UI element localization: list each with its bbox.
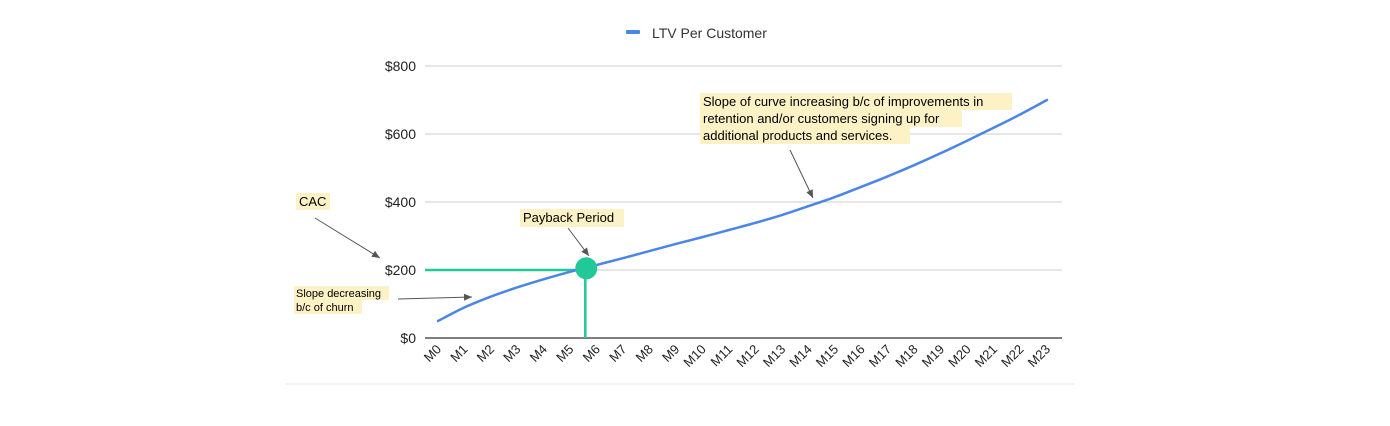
annotation-slope-decreasing-bg-1 xyxy=(294,286,389,300)
x-tick-label: M10 xyxy=(680,342,708,370)
x-tick-label: M16 xyxy=(839,342,867,370)
x-tick-label: M0 xyxy=(421,342,444,365)
x-tick-label: M2 xyxy=(474,342,497,365)
x-tick-label: M6 xyxy=(580,342,603,365)
arrow-slope-decreasing-head xyxy=(463,293,472,301)
x-axis-ticks: M0 M1 M2 M3 M4 M5 M6 M7 M8 M9M10M11M12M13M14M15M1… xyxy=(421,342,1053,370)
annotation-slope-decreasing-bg-2 xyxy=(294,300,362,314)
annotation-slope-decreasing-line-2: b/c of churn xyxy=(296,302,353,314)
x-tick-label: M15 xyxy=(813,342,841,370)
x-tick-label: M22 xyxy=(998,342,1026,370)
x-tick-label: M1 xyxy=(447,342,470,365)
annotation-payback-text: Payback Period xyxy=(523,210,614,225)
arrow-cac-line xyxy=(314,217,381,259)
x-tick-label: M23 xyxy=(1025,342,1053,370)
x-tick-label: M18 xyxy=(892,342,920,370)
annotation-cac-text: CAC xyxy=(299,194,326,209)
x-tick-label: M17 xyxy=(866,342,894,370)
y-tick-label: $400 xyxy=(385,194,416,210)
annotation-slope-decreasing: Slope decreasing b/c of churn xyxy=(294,286,389,314)
legend-label: LTV Per Customer xyxy=(652,25,767,41)
annotation-cac: CAC xyxy=(296,193,330,210)
annotation-slope-increasing-bg-3 xyxy=(700,127,910,144)
annotation-arrows xyxy=(314,149,814,301)
series-layer xyxy=(436,98,1049,323)
legend: LTV Per Customer xyxy=(626,25,767,41)
annotation-slope-increasing-line-2: retention and/or customers signing up fo… xyxy=(703,111,940,126)
arrow-payback-head xyxy=(581,247,589,256)
cac-markers xyxy=(425,268,587,338)
y-tick-label: $600 xyxy=(385,126,416,142)
annotation-payback-bg xyxy=(520,209,624,227)
x-tick-label: M7 xyxy=(606,342,629,365)
x-tick-label: M21 xyxy=(972,342,1000,370)
annotation-slope-increasing-bg-2 xyxy=(700,110,962,127)
annotation-payback: Payback Period xyxy=(520,209,624,227)
x-tick-label: M4 xyxy=(527,342,550,365)
annotation-slope-decreasing-line-1: Slope decreasing xyxy=(296,288,381,300)
arrow-slope-decreasing-line xyxy=(397,296,473,300)
ltv-series-line xyxy=(436,98,1049,323)
legend-swatch xyxy=(626,30,640,34)
arrow-cac-head xyxy=(371,250,380,258)
x-tick-label: M5 xyxy=(553,342,576,365)
y-axis-ticks: $0 $200 $400 $600 $800 xyxy=(385,58,416,346)
annotation-cac-bg xyxy=(296,193,330,210)
annotation-slope-increasing-bg-1 xyxy=(700,93,1012,110)
x-tick-label: M20 xyxy=(945,342,973,370)
x-tick-label: M13 xyxy=(760,342,788,370)
annotation-slope-increasing-line-1: Slope of curve increasing b/c of improve… xyxy=(703,94,983,109)
arrow-slope-increasing-line xyxy=(789,149,814,199)
annotation-slope-increasing: Slope of curve increasing b/c of improve… xyxy=(700,93,1012,144)
x-tick-label: M19 xyxy=(919,342,947,370)
x-tick-label: M14 xyxy=(786,342,814,370)
x-tick-label: M11 xyxy=(708,342,736,370)
x-tick-label: M9 xyxy=(659,342,682,365)
arrow-slope-increasing-head xyxy=(806,189,813,198)
payback-point xyxy=(575,257,598,280)
x-tick-label: M3 xyxy=(500,342,523,365)
y-tick-label: $0 xyxy=(400,330,416,346)
y-tick-label: $800 xyxy=(385,58,416,74)
x-tick-label: M8 xyxy=(633,342,656,365)
y-tick-label: $200 xyxy=(385,262,416,278)
chart-bottom-shadow xyxy=(285,383,1075,385)
x-tick-label: M12 xyxy=(733,342,761,370)
annotation-slope-increasing-line-3: additional products and services. xyxy=(703,128,892,143)
